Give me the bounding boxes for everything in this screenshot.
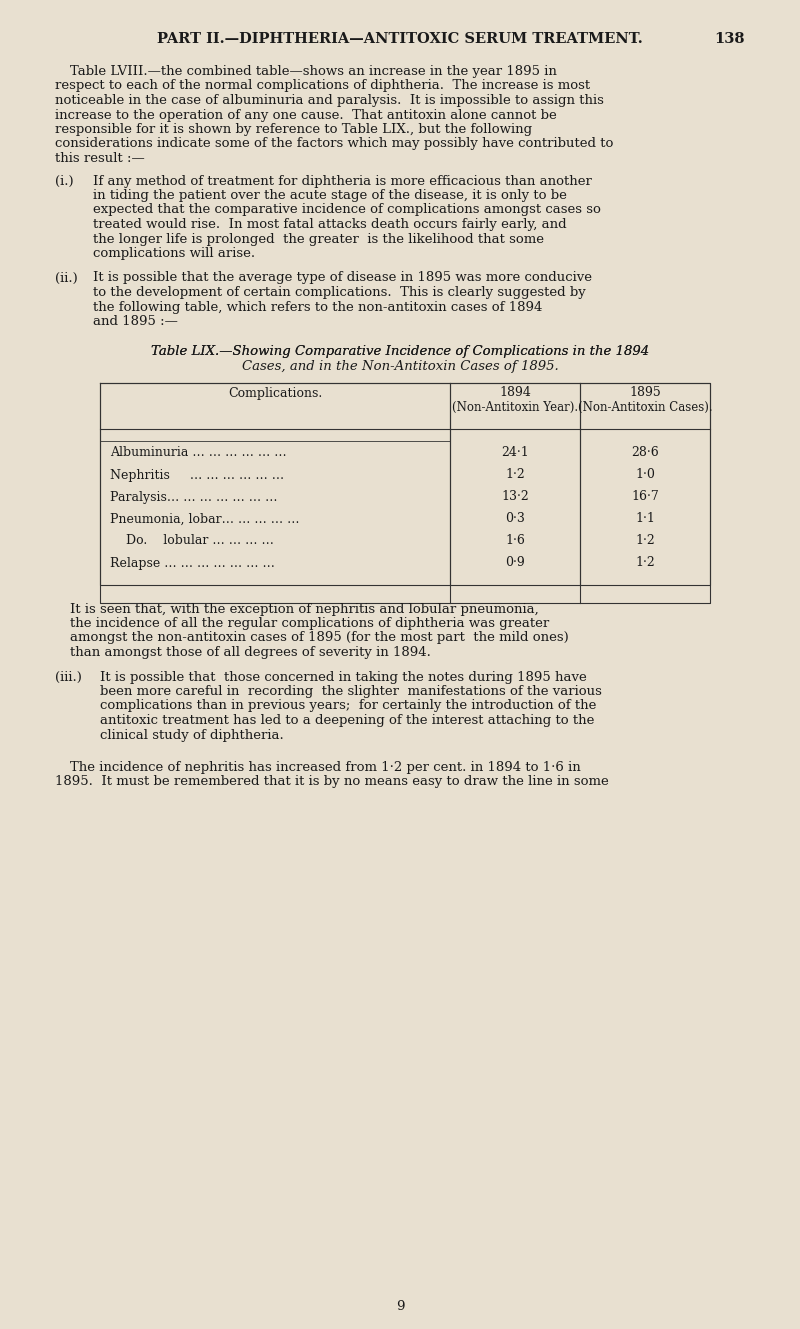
Text: 1·6: 1·6 (505, 534, 525, 548)
Text: It is seen that, with the exception of nephritis and lobular pneumonia,: It is seen that, with the exception of n… (70, 602, 538, 615)
Text: Complications.: Complications. (228, 387, 322, 400)
Text: (iii.): (iii.) (55, 671, 82, 683)
Text: the longer life is prolonged  the greater  is the likelihood that some: the longer life is prolonged the greater… (93, 233, 544, 246)
Text: 13·2: 13·2 (501, 490, 529, 504)
Text: responsible for it is shown by reference to Table LIX., but the following: responsible for it is shown by reference… (55, 124, 532, 136)
Text: respect to each of the normal complications of diphtheria.  The increase is most: respect to each of the normal complicati… (55, 80, 590, 93)
Text: and 1895 :—: and 1895 :— (93, 315, 178, 328)
Text: 1·1: 1·1 (635, 513, 655, 525)
Text: It is possible that  those concerned in taking the notes during 1895 have: It is possible that those concerned in t… (100, 671, 586, 683)
Text: Pneumonia, lobar… … … … …: Pneumonia, lobar… … … … … (110, 513, 299, 525)
Text: Table LVIII.—the combined table—shows an increase in the year 1895 in: Table LVIII.—the combined table—shows an… (70, 65, 557, 78)
Text: 1895: 1895 (629, 387, 661, 400)
Text: noticeable in the case of albuminuria and paralysis.  It is impossible to assign: noticeable in the case of albuminuria an… (55, 94, 604, 108)
Text: considerations indicate some of the factors which may possibly have contributed : considerations indicate some of the fact… (55, 137, 614, 150)
Text: this result :—: this result :— (55, 152, 145, 165)
Text: complications will arise.: complications will arise. (93, 247, 255, 260)
Text: antitoxic treatment has led to a deepening of the interest attaching to the: antitoxic treatment has led to a deepeni… (100, 714, 594, 727)
Text: 1·2: 1·2 (505, 469, 525, 481)
Text: 0·9: 0·9 (505, 557, 525, 570)
Text: 1·2: 1·2 (635, 534, 655, 548)
Text: complications than in previous years;  for certainly the introduction of the: complications than in previous years; fo… (100, 699, 596, 712)
Text: Albuminuria … … … … … …: Albuminuria … … … … … … (110, 447, 286, 460)
Text: Table LIX.—Showing Comparative Incidence of Complications in the 1894: Table LIX.—Showing Comparative Incidence… (151, 346, 649, 359)
Text: the following table, which refers to the non-antitoxin cases of 1894: the following table, which refers to the… (93, 300, 542, 314)
Text: (Non-Antitoxin Cases).: (Non-Antitoxin Cases). (578, 401, 712, 415)
Text: the incidence of all the regular complications of diphtheria was greater: the incidence of all the regular complic… (70, 617, 550, 630)
Text: 1894: 1894 (499, 387, 531, 400)
Text: to the development of certain complications.  This is clearly suggested by: to the development of certain complicati… (93, 286, 586, 299)
Text: 1·0: 1·0 (635, 469, 655, 481)
Text: 16·7: 16·7 (631, 490, 659, 504)
Text: Cases, and in the Non-Antitoxin Cases of 1895.: Cases, and in the Non-Antitoxin Cases of… (242, 360, 558, 373)
Text: in tiding the patient over the acute stage of the disease, it is only to be: in tiding the patient over the acute sta… (93, 189, 567, 202)
Text: 1895.  It must be remembered that it is by no means easy to draw the line in som: 1895. It must be remembered that it is b… (55, 776, 609, 788)
Text: (ii.): (ii.) (55, 271, 78, 284)
Text: Nephritis     … … … … … …: Nephritis … … … … … … (110, 469, 284, 481)
Text: Table LIX.—Showing Comparative Incidence of Complications in the 1894: Table LIX.—Showing Comparative Incidence… (151, 346, 649, 359)
Text: 0·3: 0·3 (505, 513, 525, 525)
Text: (i.): (i.) (55, 174, 74, 187)
Text: 24·1: 24·1 (501, 447, 529, 460)
Text: (Non-Antitoxin Year).: (Non-Antitoxin Year). (452, 401, 578, 415)
Text: The incidence of nephritis has increased from 1·2 per cent. in 1894 to 1·6 in: The incidence of nephritis has increased… (70, 762, 581, 773)
Text: 1·2: 1·2 (635, 557, 655, 570)
Text: increase to the operation of any one cause.  That antitoxin alone cannot be: increase to the operation of any one cau… (55, 109, 557, 121)
Text: clinical study of diphtheria.: clinical study of diphtheria. (100, 728, 284, 742)
Text: PART II.—DIPHTHERIA—ANTITOXIC SERUM TREATMENT.: PART II.—DIPHTHERIA—ANTITOXIC SERUM TREA… (157, 32, 643, 47)
Text: It is possible that the average type of disease in 1895 was more conducive: It is possible that the average type of … (93, 271, 592, 284)
Text: treated would rise.  In most fatal attacks death occurs fairly early, and: treated would rise. In most fatal attack… (93, 218, 566, 231)
Text: 9: 9 (396, 1300, 404, 1313)
Text: expected that the comparative incidence of complications amongst cases so: expected that the comparative incidence … (93, 203, 601, 217)
Text: 28·6: 28·6 (631, 447, 659, 460)
Text: than amongst those of all degrees of severity in 1894.: than amongst those of all degrees of sev… (70, 646, 431, 659)
Text: Relapse … … … … … … …: Relapse … … … … … … … (110, 557, 275, 570)
Text: Paralysis… … … … … … …: Paralysis… … … … … … … (110, 490, 278, 504)
Text: been more careful in  recording  the slighter  manifestations of the various: been more careful in recording the sligh… (100, 684, 602, 698)
Text: 138: 138 (714, 32, 745, 47)
Text: If any method of treatment for diphtheria is more efficacious than another: If any method of treatment for diphtheri… (93, 174, 592, 187)
Text: Do.    lobular … … … …: Do. lobular … … … … (110, 534, 274, 548)
Text: amongst the non-antitoxin cases of 1895 (for the most part  the mild ones): amongst the non-antitoxin cases of 1895 … (70, 631, 569, 645)
